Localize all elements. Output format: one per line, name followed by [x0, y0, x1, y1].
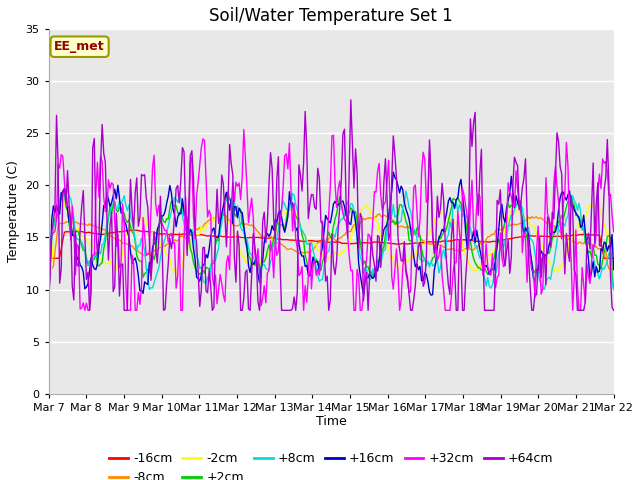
Y-axis label: Temperature (C): Temperature (C)	[7, 160, 20, 263]
Legend: -16cm, -8cm, -2cm, +2cm, +8cm, +16cm, +32cm, +64cm: -16cm, -8cm, -2cm, +2cm, +8cm, +16cm, +3…	[104, 447, 558, 480]
X-axis label: Time: Time	[316, 415, 346, 429]
Text: EE_met: EE_met	[54, 40, 105, 53]
Title: Soil/Water Temperature Set 1: Soil/Water Temperature Set 1	[209, 7, 453, 25]
